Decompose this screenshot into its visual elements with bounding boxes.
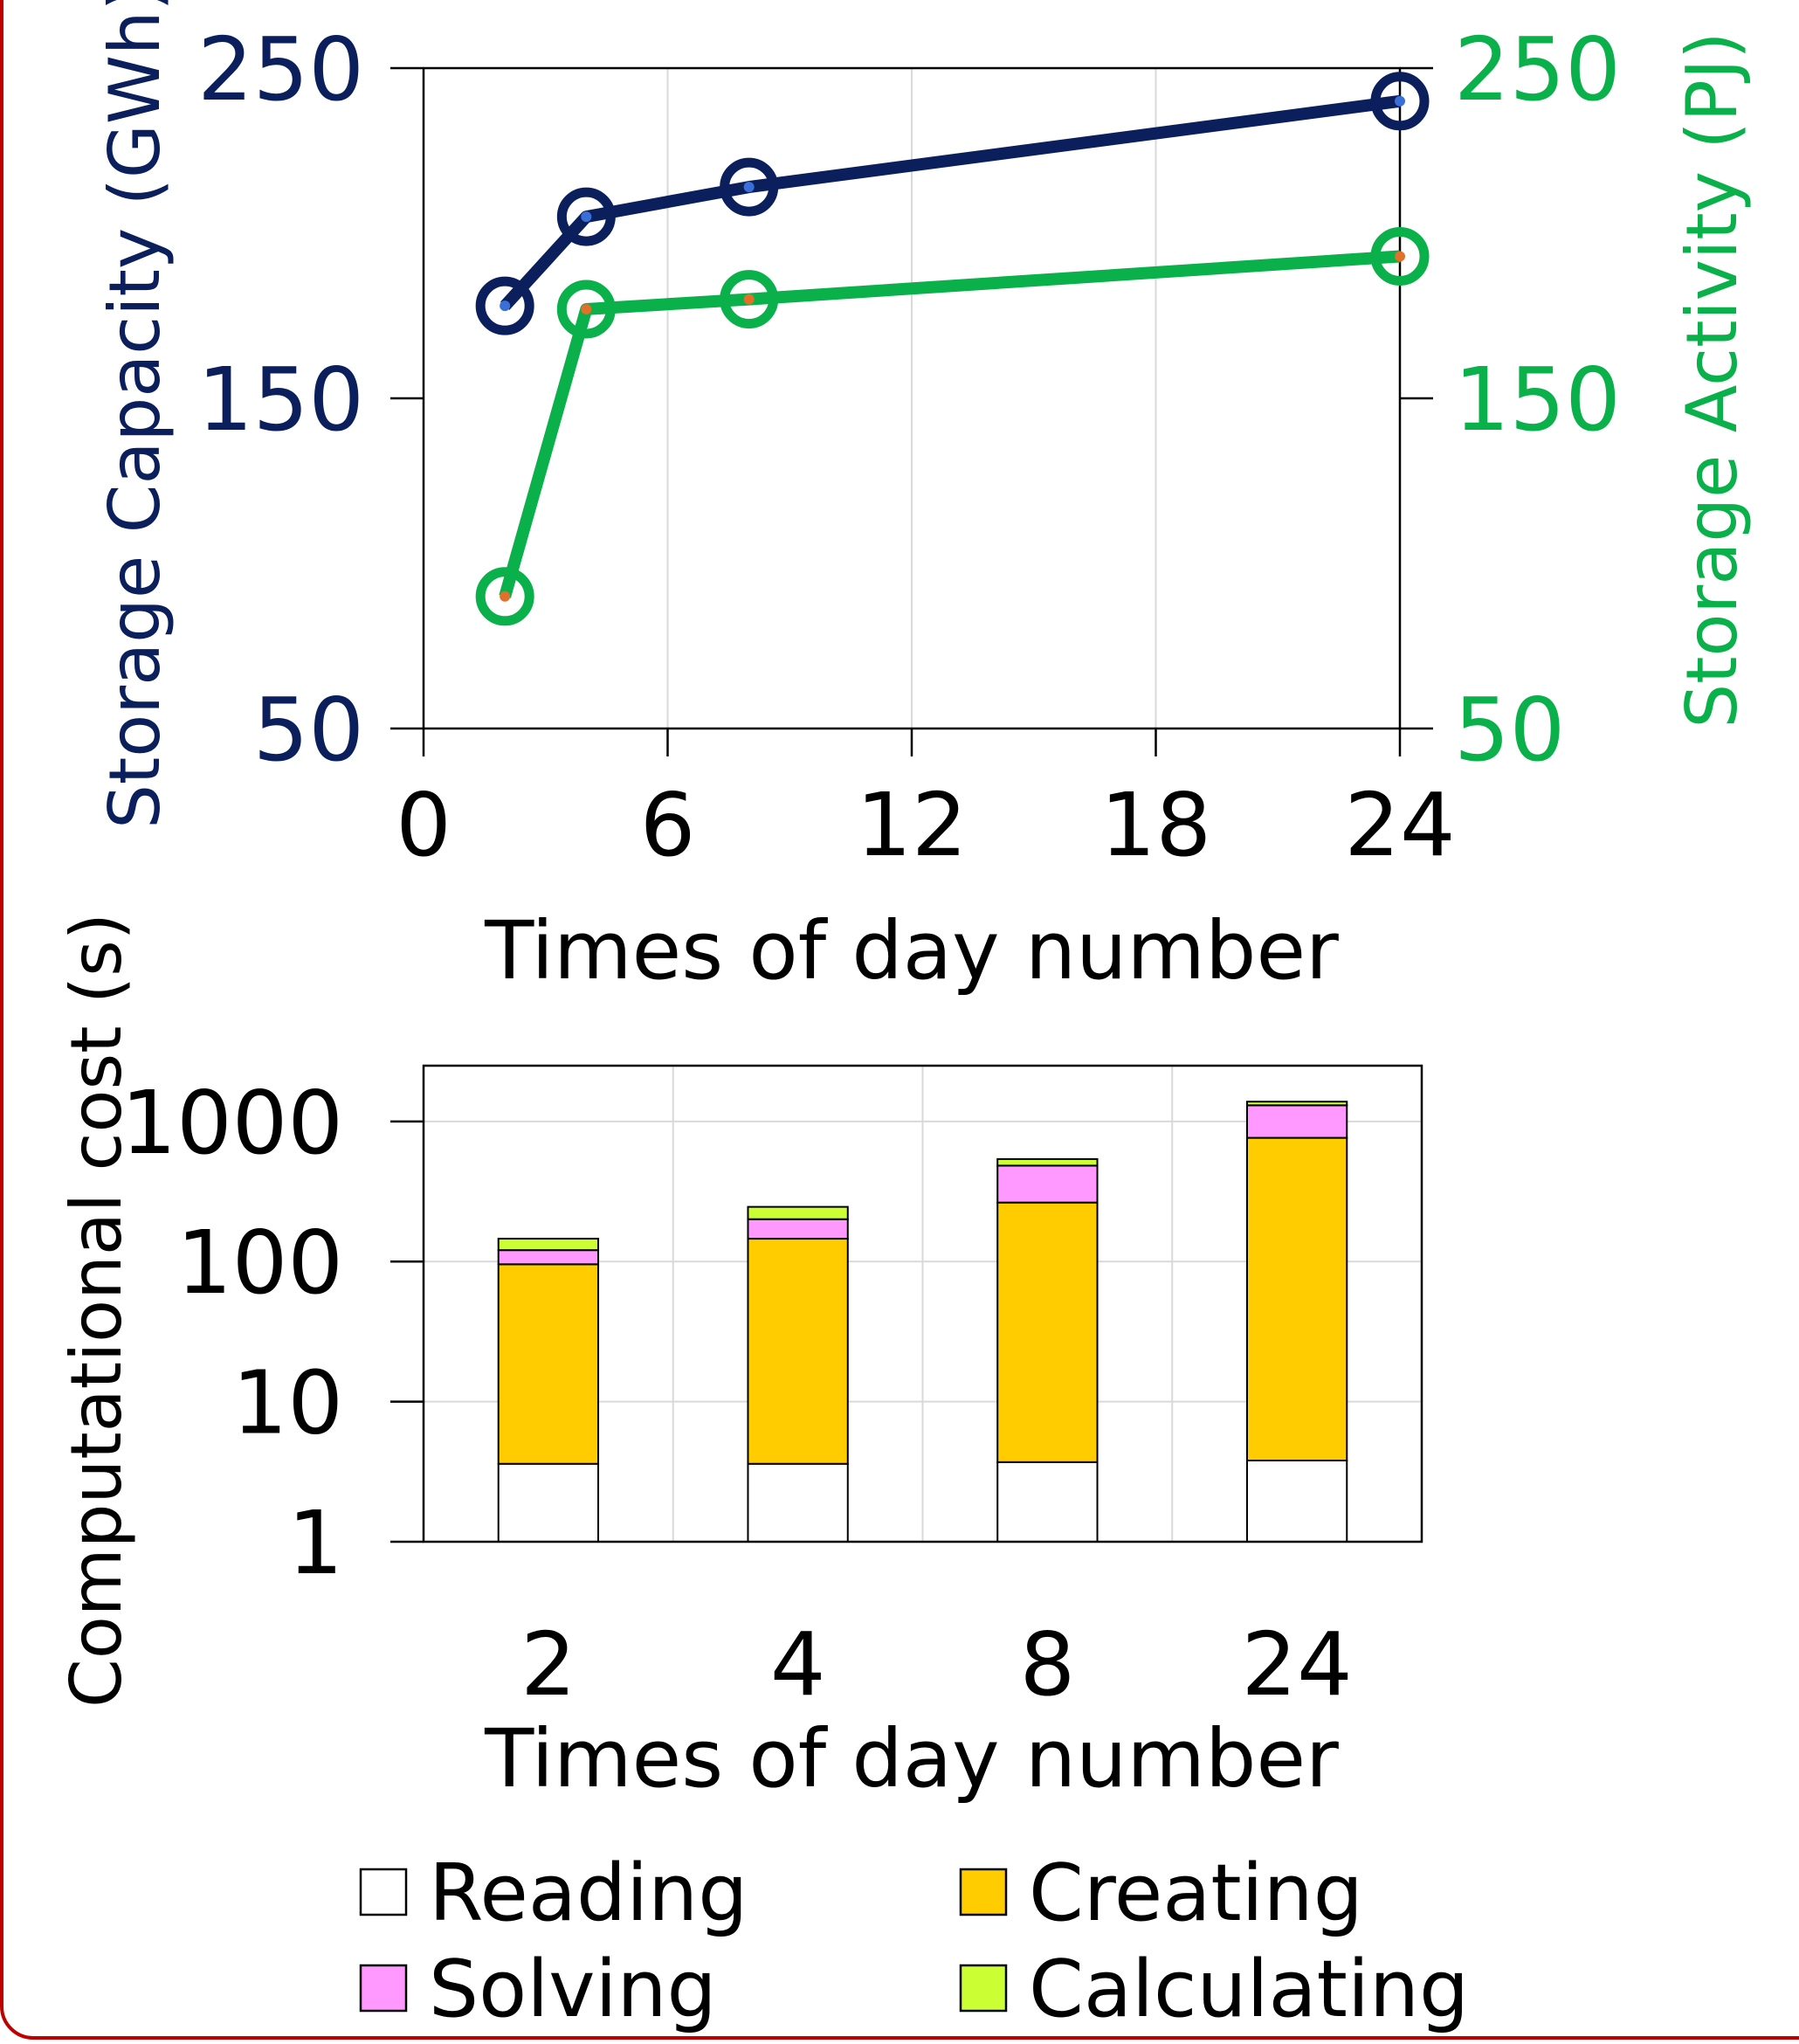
- activity-axis-tick-label: 150: [1454, 349, 1621, 451]
- bar-segment-calculating: [747, 1205, 849, 1220]
- storage-capacity-marker: [1370, 72, 1430, 131]
- bar-segment-calculating: [497, 1238, 600, 1252]
- line-chart-x-tick-label: 6: [640, 774, 696, 876]
- bar-chart-bars: [497, 1101, 1348, 1543]
- storage-activity-marker: [475, 567, 534, 626]
- storage-activity-marker: [1370, 226, 1430, 286]
- bar-chart-legend: Reading Creating Solving Calculating: [359, 1847, 1469, 2035]
- storage-capacity-point: [1395, 95, 1405, 107]
- legend-swatch-calculating: [959, 1964, 1008, 2013]
- storage-activity-marker: [556, 280, 616, 339]
- bar-chart-x-axis-label: Times of day number: [484, 1712, 1339, 1806]
- storage-activity-point: [581, 303, 592, 314]
- line-chart-grid: [666, 68, 1157, 729]
- bar-chart-y-tick-label: 1: [287, 1492, 343, 1594]
- bar-segment-creating: [1245, 1136, 1348, 1462]
- bar-segment-reading: [1245, 1460, 1348, 1543]
- storage-capacity-marker: [720, 157, 779, 217]
- bar-segment-creating: [747, 1238, 849, 1465]
- bar-chart-y-tick-label: 10: [232, 1352, 343, 1454]
- activity-axis-tick-label: 50: [1454, 679, 1565, 781]
- bar-segment-solving: [497, 1249, 600, 1266]
- capacity-axis-label: Storage Capacity (GWh): [94, 0, 176, 829]
- bar-segment-calculating: [996, 1157, 1099, 1167]
- capacity-axis-tick-label: 250: [197, 18, 364, 121]
- bar-segment-calculating: [1245, 1101, 1348, 1107]
- bar-chart-y-tick-label: 1000: [121, 1072, 344, 1174]
- line-chart-x-tick-label: 0: [396, 774, 451, 876]
- storage-capacity-point: [743, 182, 755, 193]
- bar-segment-reading: [996, 1460, 1099, 1543]
- bar-segment-reading: [497, 1462, 600, 1543]
- bar-chart-y-tick-label: 100: [176, 1212, 343, 1314]
- bar-segment-solving: [1245, 1104, 1348, 1139]
- legend-swatch-reading: [359, 1868, 408, 1916]
- bar-chart-x-tick-label: 4: [770, 1613, 826, 1716]
- bar-segment-creating: [996, 1201, 1099, 1463]
- storage-capacity-marker: [556, 187, 616, 246]
- bar-segment-solving: [747, 1218, 849, 1240]
- bar-segment-solving: [996, 1164, 1099, 1204]
- storage-activity-marker: [720, 270, 779, 329]
- line-chart-x-tick-label: 12: [856, 774, 967, 876]
- bar-chart-x-tick-label: 2: [520, 1613, 576, 1716]
- activity-axis-label: Storage Activity (PJ): [1671, 31, 1753, 728]
- bar-chart-x-tick-label: 8: [1020, 1613, 1076, 1716]
- storage-capacity-marker: [475, 276, 534, 335]
- line-chart-x-tick-label: 24: [1344, 774, 1455, 876]
- legend-label-calculating: Calculating: [1029, 1944, 1469, 2035]
- storage-activity-point: [500, 590, 511, 602]
- bar-chart-plot-area: [422, 1064, 1423, 1543]
- line-chart-x-axis-label: Times of day number: [484, 904, 1339, 998]
- storage-activity-point: [743, 293, 755, 305]
- storage-capacity-point: [500, 300, 511, 312]
- bar-chart-x-tick-label: 24: [1242, 1613, 1353, 1716]
- legend-label-reading: Reading: [429, 1847, 748, 1939]
- line-chart-x-tick-label: 18: [1100, 774, 1211, 876]
- storage-capacity-line: [500, 94, 1401, 310]
- legend-swatch-creating: [959, 1868, 1008, 1916]
- capacity-axis-tick-label: 150: [197, 349, 364, 451]
- storage-activity-point: [1395, 251, 1405, 262]
- bar-segment-creating: [497, 1263, 600, 1465]
- bar-chart-y-axis-label: Computational cost (s): [56, 913, 137, 1708]
- legend-swatch-solving: [359, 1964, 408, 2013]
- activity-axis-tick-label: 250: [1454, 18, 1621, 121]
- storage-capacity-point: [581, 211, 592, 223]
- storage-activity-line: [499, 250, 1401, 598]
- legend-label-solving: Solving: [429, 1944, 717, 2035]
- line-chart-series: [475, 72, 1430, 626]
- bar-segment-reading: [747, 1462, 849, 1543]
- legend-label-creating: Creating: [1029, 1847, 1363, 1939]
- capacity-axis-tick-label: 50: [253, 679, 364, 781]
